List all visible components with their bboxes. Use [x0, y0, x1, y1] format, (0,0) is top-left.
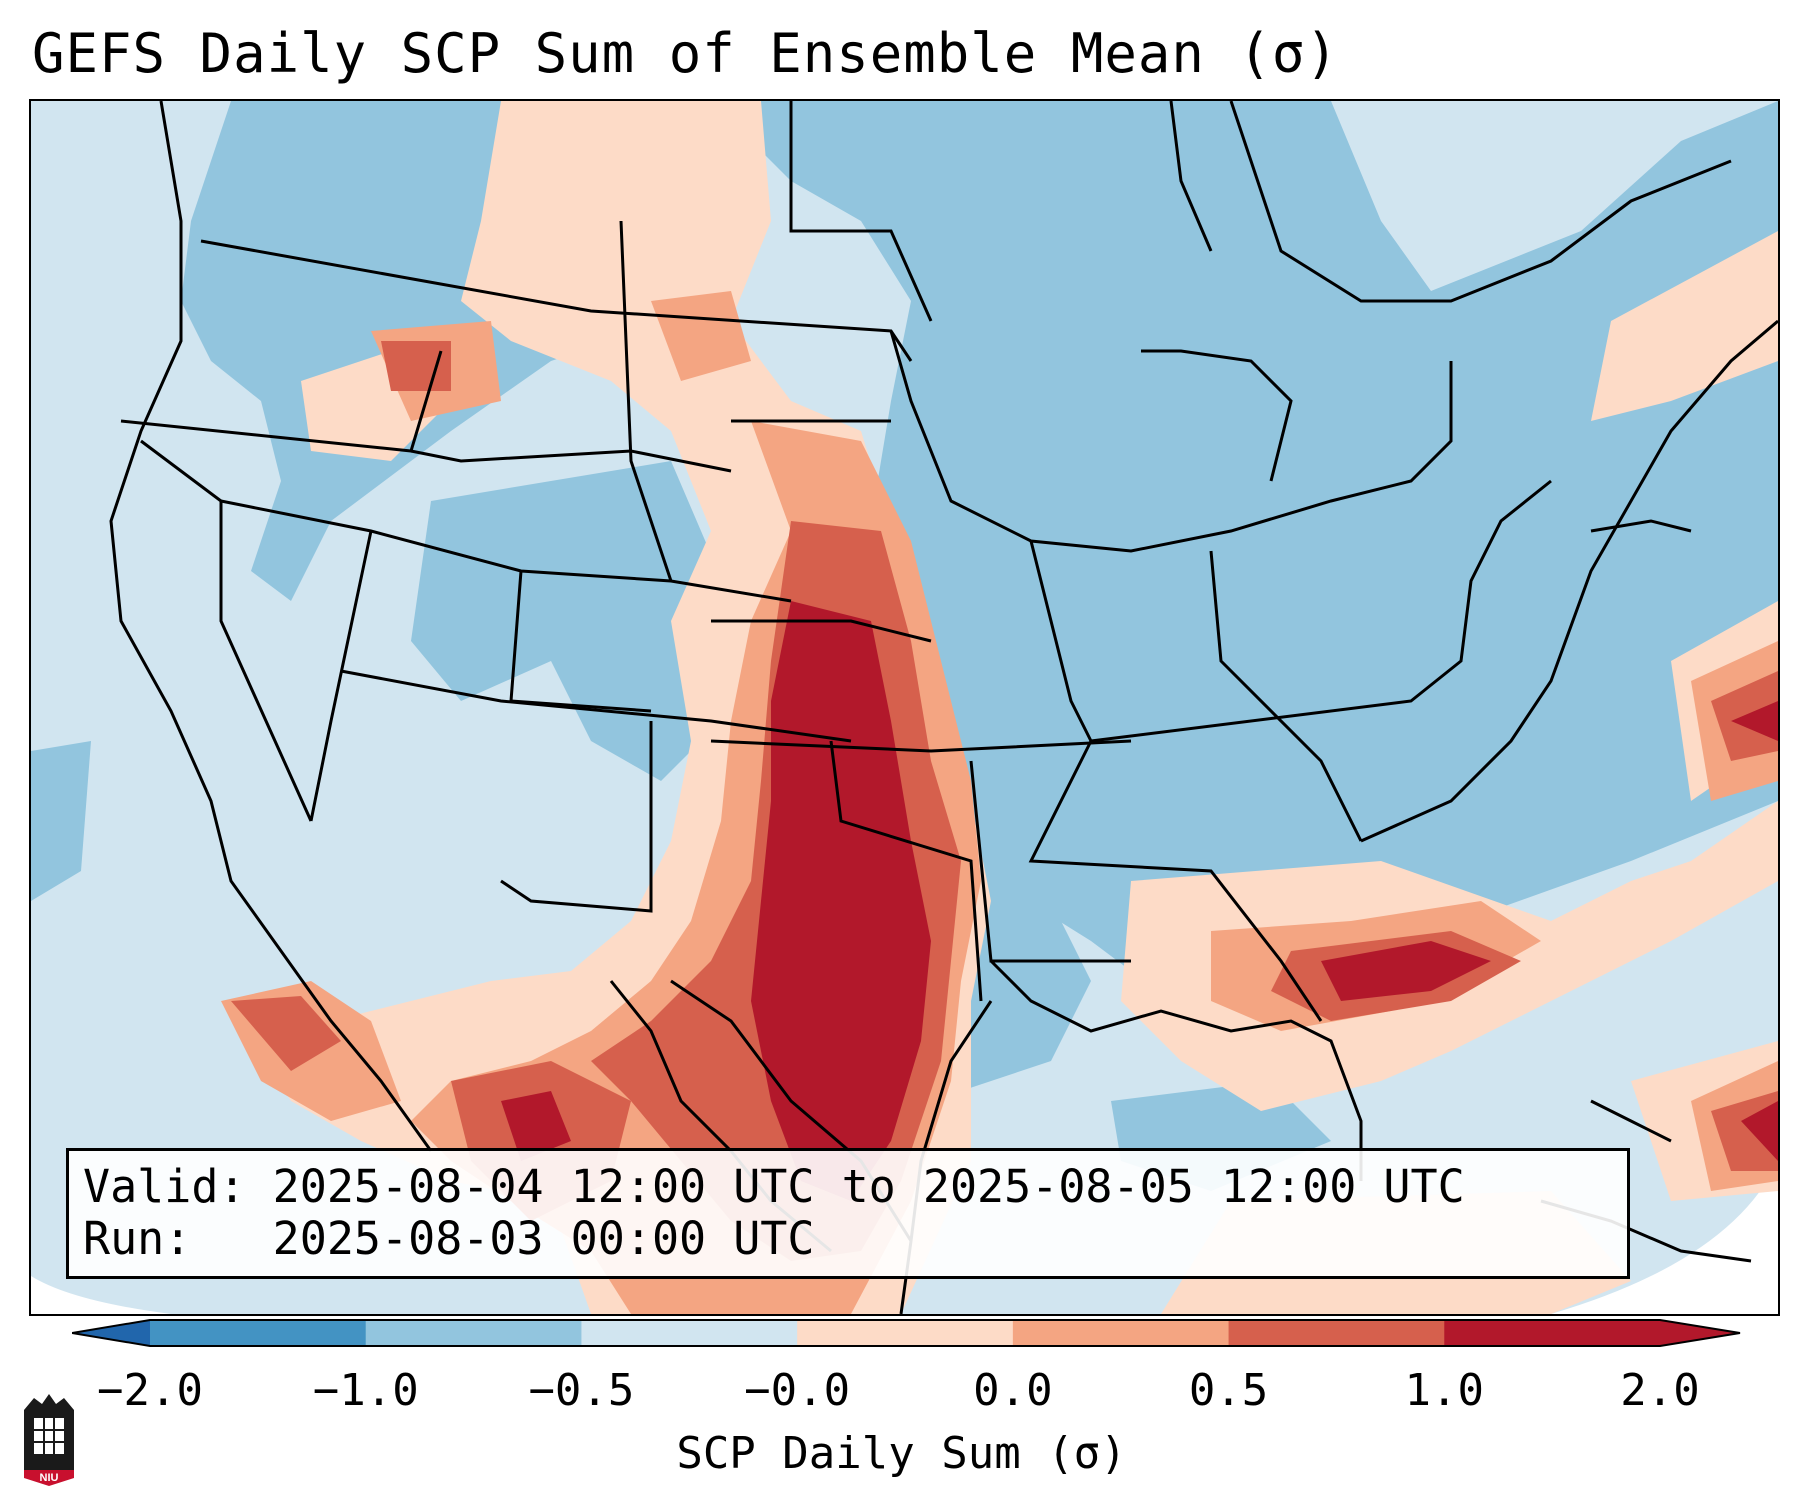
colorbar-extend-low: [72, 1320, 150, 1346]
map-title: GEFS Daily SCP Sum of Ensemble Mean (σ): [32, 22, 1339, 85]
colorbar-segment-2: [581, 1320, 798, 1346]
colorbar-segment-1: [365, 1320, 582, 1346]
colorbar-tick-label: −0.5: [528, 1365, 635, 1416]
colorbar-tick-label: −1.0: [312, 1365, 419, 1416]
colorbar-segment-4: [1012, 1320, 1230, 1346]
colorbar-label: SCP Daily Sum (σ): [676, 1428, 1127, 1479]
political-boundaries: [109, 101, 1778, 1314]
logo-text: NIU: [40, 1472, 59, 1484]
colorbar-segment-6: [1444, 1320, 1661, 1346]
colorbar: [72, 1319, 1741, 1347]
colorbar-tick-label: −2.0: [97, 1365, 203, 1416]
valid-time-box: Valid: 2025-08-04 12:00 UTC to 2025-08-0…: [66, 1148, 1630, 1279]
colorbar-tick-label: 2.0: [1620, 1365, 1700, 1416]
colorbar-outline: [72, 1319, 1741, 1347]
colorbar-tick-label: 0.0: [973, 1365, 1053, 1416]
valid-time-line: Valid: 2025-08-04 12:00 UTC to 2025-08-0…: [83, 1160, 1465, 1213]
extreme-positive-regions: [501, 601, 1778, 1201]
scp-field-map: [31, 101, 1778, 1314]
map-panel: [29, 99, 1780, 1316]
colorbar-tick-label: −0.0: [744, 1365, 851, 1416]
niu-logo: NIU: [24, 1394, 74, 1486]
colorbar-segment-0: [150, 1320, 367, 1346]
run-time-line: Run: 2025-08-03 00:00 UTC: [83, 1212, 815, 1265]
colorbar-tick-label: 1.0: [1404, 1365, 1485, 1416]
colorbar-segment-3: [797, 1320, 1014, 1346]
colorbar-extend-high: [1660, 1320, 1740, 1346]
colorbar-tick-label: 0.5: [1188, 1365, 1269, 1416]
colorbar-segment-5: [1228, 1320, 1445, 1346]
